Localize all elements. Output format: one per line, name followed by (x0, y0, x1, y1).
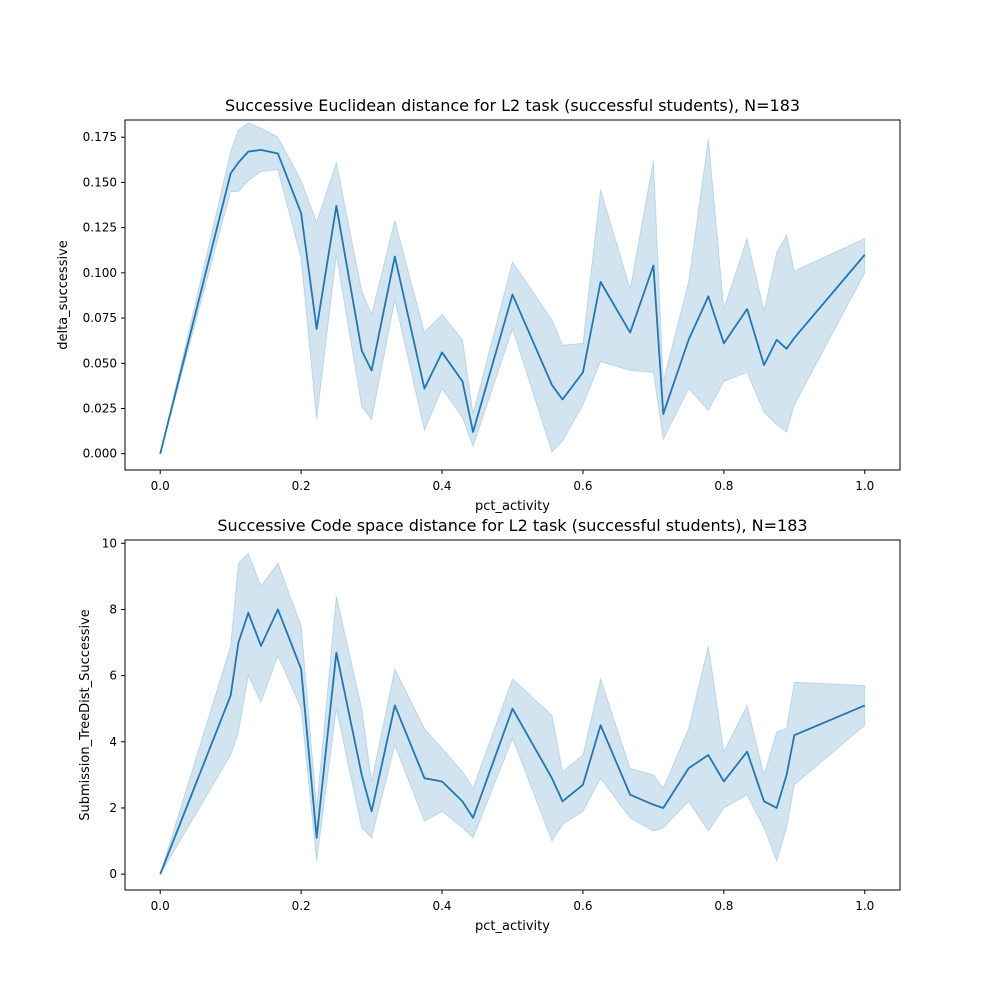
x-tick-label: 0.8 (714, 899, 733, 913)
axes-frame (124, 539, 901, 891)
x-tick-label: 0.6 (573, 899, 592, 913)
y-tick-label: 0.175 (83, 130, 117, 144)
y-tick-label: 0.025 (83, 402, 117, 416)
x-tick-label: 0.0 (151, 479, 170, 493)
x-tick-label: 1.0 (855, 899, 874, 913)
chart-euclidean-distance: 0.0 0.2 0.4 0.6 0.8 1.0 0.000 0.025 0.050 0.075 0.… (56, 96, 901, 514)
axes-frame (124, 119, 901, 471)
y-tick-label: 0.100 (83, 266, 117, 280)
y-tick-label: 4 (109, 735, 117, 749)
y-tick-label: 8 (109, 602, 117, 616)
x-tick-label: 0.2 (292, 479, 311, 493)
y-tick-label: 0.050 (83, 356, 117, 370)
x-tick-label: 0.8 (714, 479, 733, 493)
y-tick-label: 6 (109, 669, 117, 683)
chart-title: Successive Code space distance for L2 ta… (217, 516, 807, 535)
series-line (159, 148, 866, 454)
x-tick-label: 0.4 (432, 899, 451, 913)
y-tick-label: 0.125 (83, 221, 117, 235)
x-tick-label: 0.0 (151, 899, 170, 913)
x-axis-label: pct_activity (475, 919, 550, 934)
y-axis-label: delta_successive (56, 240, 71, 350)
y-tick-label: 0.150 (83, 175, 117, 189)
y-axis-label: Submission_TreeDist_Successive (78, 609, 93, 821)
y-tick-label: 0.075 (83, 311, 117, 325)
y-tick-label: 0 (109, 867, 117, 881)
x-tick-label: 0.4 (432, 479, 451, 493)
series-line (159, 608, 866, 875)
y-tick-label: 0.000 (83, 447, 117, 461)
y-tick-label: 10 (102, 536, 117, 550)
x-axis-label: pct_activity (475, 499, 550, 514)
chart-title: Successive Euclidean distance for L2 tas… (225, 96, 800, 115)
chart-code-space-distance: 0.0 0.2 0.4 0.6 0.8 1.0 0 2 4 6 8 10 Successive Code… (78, 516, 901, 934)
x-tick-label: 0.6 (573, 479, 592, 493)
y-tick-label: 2 (109, 801, 117, 815)
x-tick-label: 0.2 (292, 899, 311, 913)
x-tick-label: 1.0 (855, 479, 874, 493)
